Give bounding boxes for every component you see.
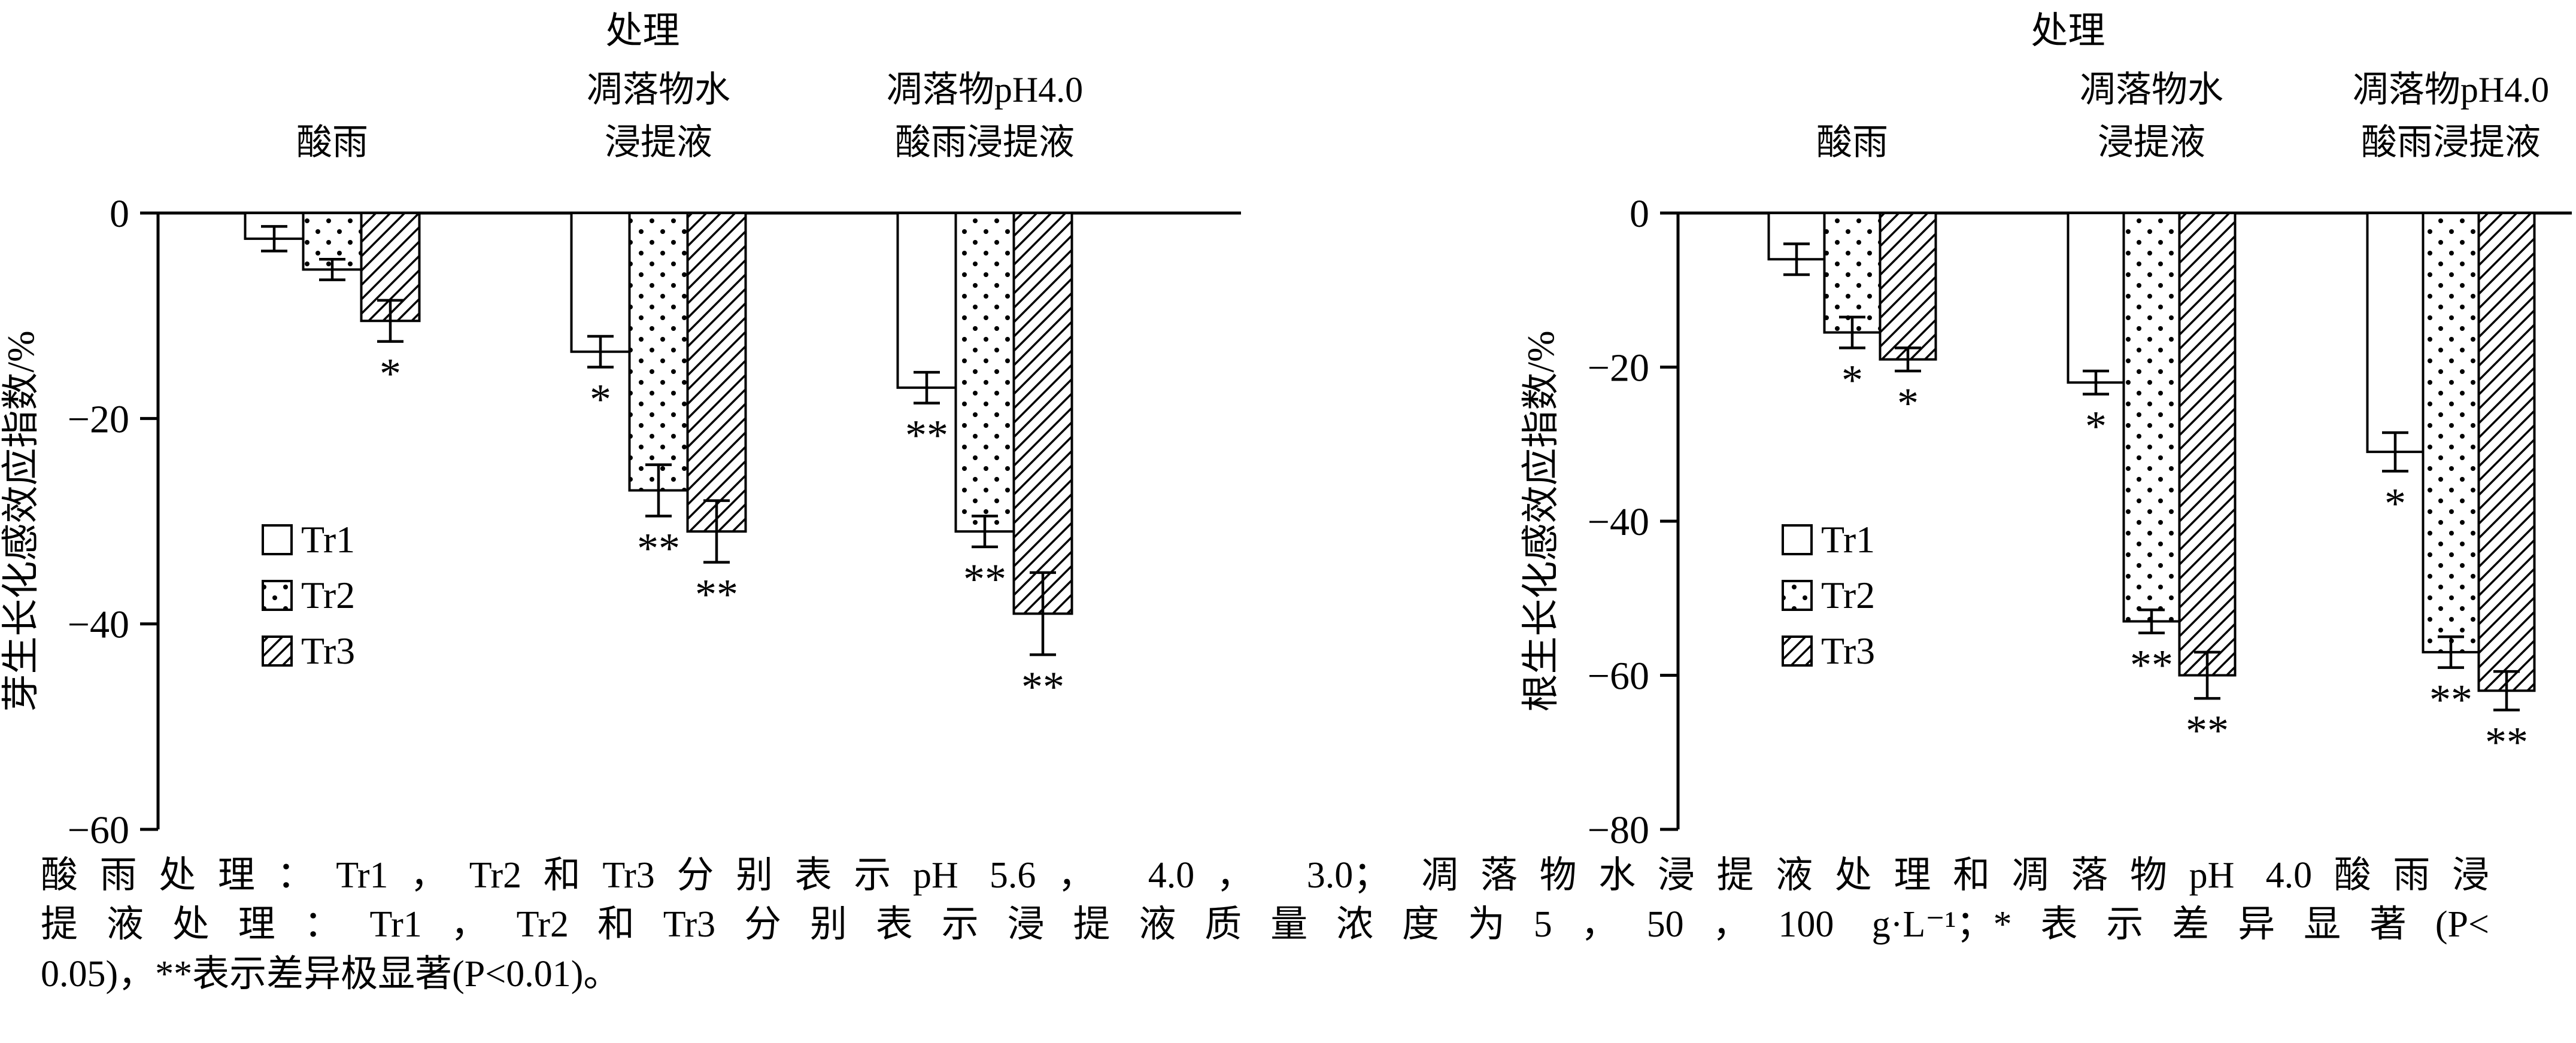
bar-tr1-group2 (2067, 212, 2125, 384)
bar-tr2-group1 (1823, 212, 1882, 334)
category-label: 凋落物pH4.0 (887, 70, 1083, 110)
category-label: 凋落物水 (2080, 70, 2223, 110)
legend-swatch-tr1 (262, 524, 293, 555)
legend-swatch-tr2 (262, 580, 293, 611)
bar-tr2-group3 (954, 212, 1015, 533)
legend-label: Tr2 (301, 574, 355, 616)
category-label: 酸雨 (296, 123, 368, 162)
bar-tr1-group3 (2366, 212, 2425, 454)
y-tick-label: −20 (68, 397, 129, 441)
significance-marker: ** (2186, 707, 2229, 755)
caption-line: 提液处理：Tr1，Tr2和Tr3分别表示浸提液质量浓度为5，50，100 g·L… (41, 904, 2489, 945)
legend-label: Tr3 (301, 630, 355, 672)
caption-line: 0.05)，**表示差异极显著(P<0.01)。 (41, 953, 621, 995)
significance-marker: ** (2429, 676, 2472, 724)
y-tick-label: −80 (1588, 808, 1649, 849)
category-label: 浸提液 (605, 123, 712, 162)
bar-tr3-group3 (2477, 212, 2536, 692)
legend-swatch-tr2 (1782, 580, 1813, 611)
y-tick-label: −40 (1588, 500, 1649, 544)
significance-marker: ** (637, 524, 680, 572)
bar-tr1-group3 (896, 212, 957, 389)
significance-marker: * (2085, 403, 2107, 451)
bar-tr2-group2 (628, 212, 689, 492)
bar-tr3-group1 (1879, 212, 1937, 361)
category-label: 凋落物pH4.0 (2353, 70, 2549, 110)
bar-tr3-group2 (686, 212, 747, 533)
caption-line: 酸雨处理：Tr1，Tr2和Tr3分别表示pH 5.6， 4.0， 3.0； 凋落… (41, 855, 2489, 896)
y-tick-label: 0 (110, 192, 129, 236)
significance-marker: * (1897, 379, 1919, 427)
significance-marker: ** (905, 412, 948, 460)
significance-marker: ** (1021, 663, 1064, 711)
y-tick-label: −60 (1588, 655, 1649, 698)
x-axis-title: 处理 (605, 11, 679, 51)
y-tick-label: 0 (1630, 192, 1649, 236)
significance-marker: ** (695, 571, 738, 619)
y-tick-label: −20 (1588, 346, 1649, 390)
legend-swatch-tr3 (262, 635, 293, 667)
legend-label: Tr1 (1821, 518, 1875, 561)
bar-tr3-group3 (1012, 212, 1073, 615)
legend-swatch-tr3 (1782, 635, 1813, 667)
y-tick-label: −40 (68, 603, 129, 647)
x-axis-title: 处理 (2031, 11, 2105, 51)
bar-tr2-group2 (2122, 212, 2181, 623)
y-axis-title: 根生长化感效应指数/% (1520, 331, 1562, 712)
bar-tr3-group2 (2178, 212, 2237, 677)
y-axis-title: 芽生长化感效应指数/% (0, 331, 42, 712)
significance-marker: * (590, 376, 611, 424)
significance-marker: * (2384, 479, 2406, 527)
legend-swatch-tr1 (1782, 524, 1813, 555)
legend-label: Tr2 (1821, 574, 1875, 616)
significance-marker: * (380, 350, 401, 398)
legend-label: Tr1 (301, 518, 355, 561)
significance-marker: ** (2130, 641, 2173, 689)
significance-marker: * (1841, 356, 1863, 404)
category-label: 酸雨 (1816, 123, 1888, 162)
category-label: 浸提液 (2098, 123, 2205, 162)
legend-label: Tr3 (1821, 630, 1875, 672)
y-tick-label: −60 (68, 808, 129, 849)
category-label: 酸雨浸提液 (2361, 123, 2541, 162)
category-label: 酸雨浸提液 (895, 123, 1075, 162)
bar-tr2-group3 (2422, 212, 2480, 653)
significance-marker: ** (963, 555, 1006, 603)
bar-tr1-group2 (570, 212, 631, 353)
category-label: 凋落物水 (587, 70, 730, 110)
significance-marker: ** (2485, 718, 2528, 766)
figure-caption: 酸雨处理：Tr1，Tr2和Tr3分别表示pH 5.6， 4.0， 3.0； 凋落… (41, 851, 2489, 999)
